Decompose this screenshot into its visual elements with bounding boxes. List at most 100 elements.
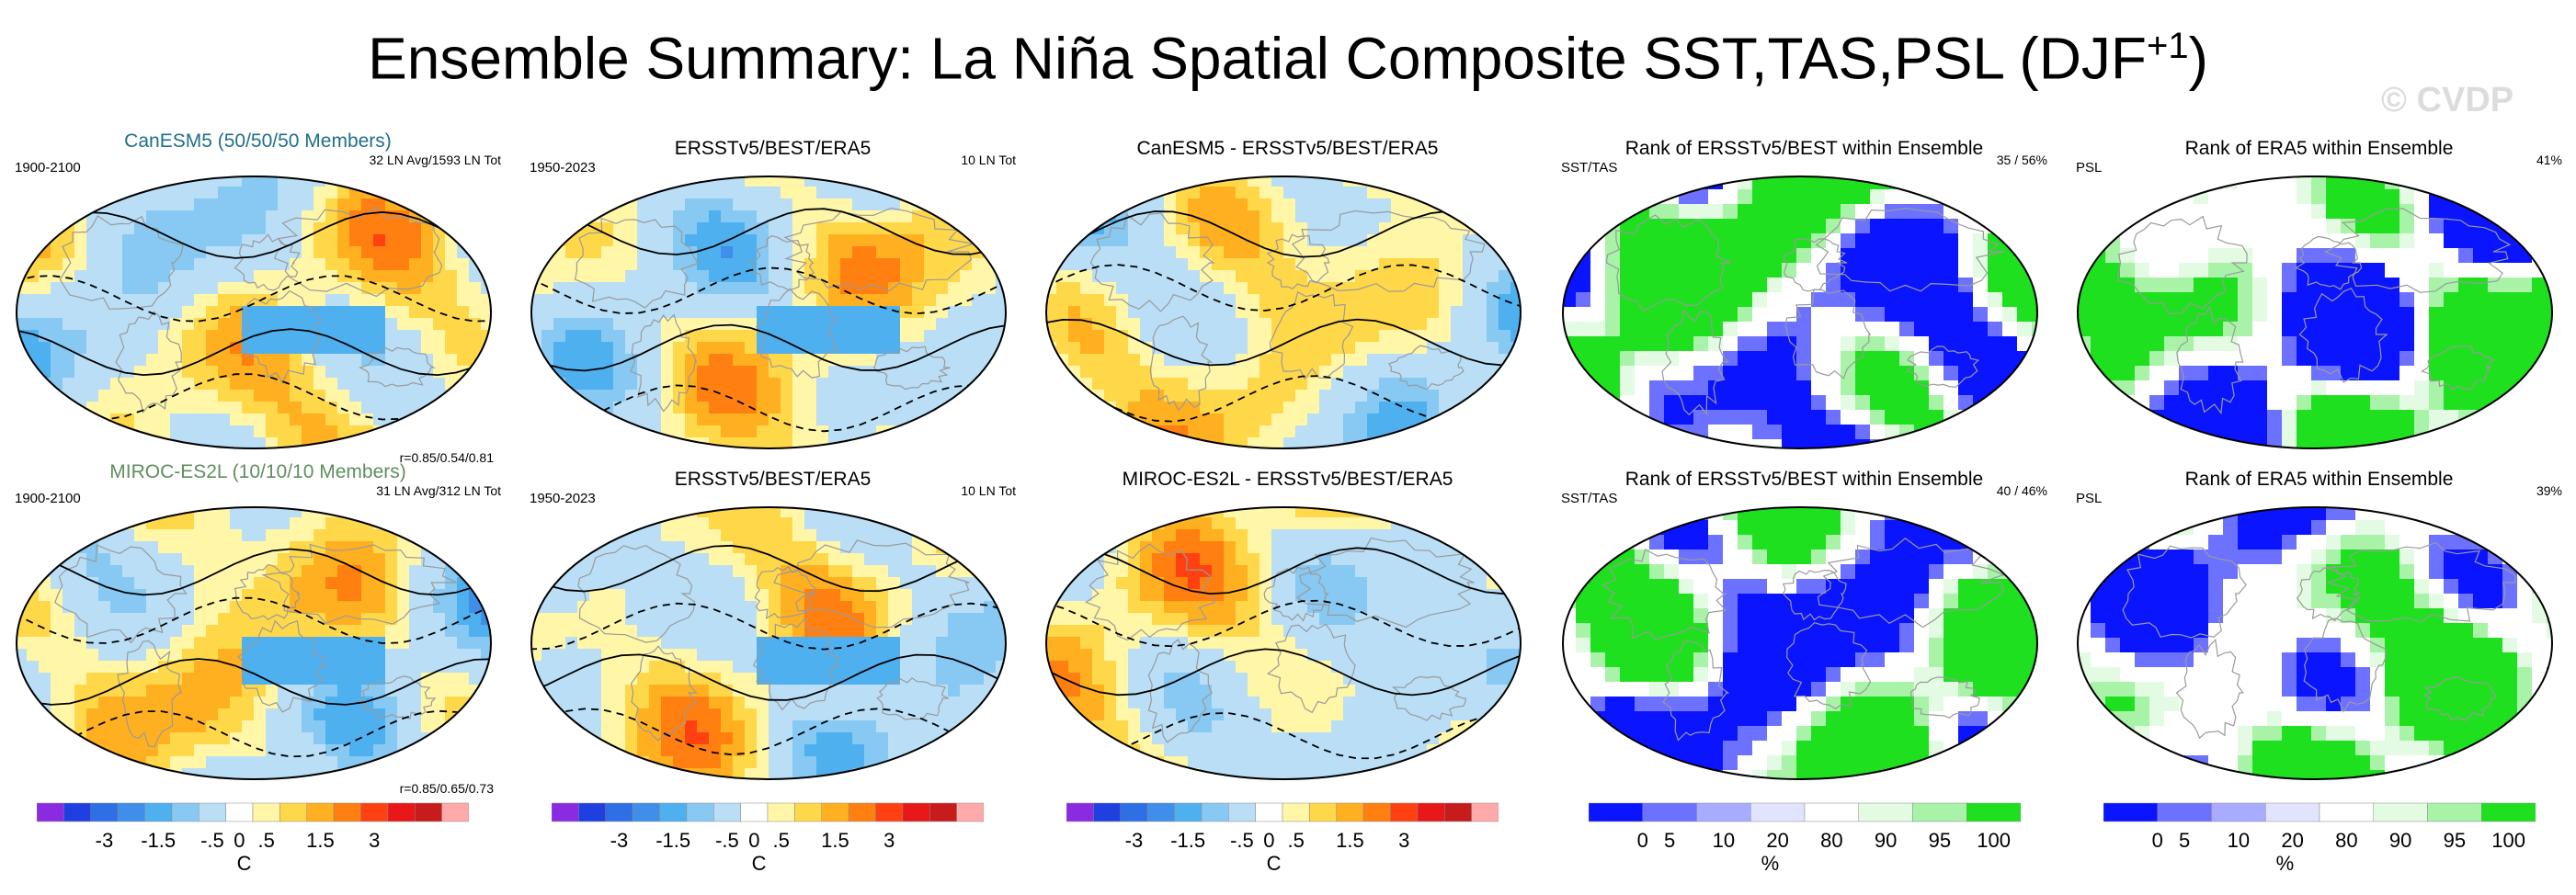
figure-title: Ensemble Summary: La Niña Spatial Compos… xyxy=(0,26,2576,91)
colorbar-tick: 80 xyxy=(1820,829,1843,852)
model-label: CanESM5 (50/50/50 Members) xyxy=(124,130,392,152)
colorbar: 0 5 10 20 80 90 95 100% xyxy=(1589,801,2021,875)
colorbar-swatch xyxy=(1362,802,1391,822)
colorbar-unit: C xyxy=(236,852,252,875)
count-label: 10 LN Tot xyxy=(961,153,1016,167)
colorbar-swatch xyxy=(415,802,442,822)
period-label: SST/TAS xyxy=(1561,491,1618,506)
map-outline xyxy=(2077,176,2553,449)
period-label: PSL xyxy=(2076,491,2103,506)
colorbar-swatch xyxy=(1912,802,1967,822)
colorbar-tick: 90 xyxy=(1874,829,1898,852)
map-outline xyxy=(1045,506,1522,780)
count-label: 39% xyxy=(2536,483,2562,498)
colorbar-tick: -3 xyxy=(610,829,629,852)
colorbar-tick: .5 xyxy=(772,829,790,852)
colorbar-swatches xyxy=(552,802,984,822)
colorbar: -3 -1.5 -.5 0 .5 1.5 3 C xyxy=(552,801,984,875)
colorbar-tick: .5 xyxy=(1287,829,1305,852)
coastlines xyxy=(54,543,458,748)
colorbar-swatch xyxy=(199,802,226,822)
period-label: 1950-2023 xyxy=(530,491,596,506)
map-outline xyxy=(16,176,492,449)
colorbar-swatch xyxy=(279,802,307,822)
cvdp-watermark: © CVDP xyxy=(2381,81,2514,119)
map-panel: Rank of ERSSTv5/BEST within Ensemble SST/… xyxy=(1554,138,2055,469)
psl-contours xyxy=(17,548,491,758)
period-label: SST/TAS xyxy=(1561,160,1618,176)
colorbar-tick: 20 xyxy=(2281,829,2304,852)
colorbar-swatch xyxy=(2481,802,2536,822)
coastlines xyxy=(1089,210,1486,412)
map-panel: MIROC-ES2L - ERSSTv5/BEST/ERA5 xyxy=(1037,469,1538,799)
panel-title: ERSSTv5/BEST/ERA5 xyxy=(674,138,872,159)
colorbar-tick: .5 xyxy=(257,829,275,852)
colorbar-swatch xyxy=(2319,802,2374,822)
coastlines xyxy=(2122,541,2516,740)
colorbar-swatch xyxy=(1589,802,1643,822)
map-outline xyxy=(1045,176,1522,449)
colorbar-swatch xyxy=(605,802,633,822)
colorbar-tick: 1.5 xyxy=(306,829,335,852)
colorbar-swatch xyxy=(1858,802,1913,822)
colorbar-swatch xyxy=(1642,802,1697,822)
global-map xyxy=(1562,506,2038,780)
colorbar-swatch xyxy=(171,802,199,822)
colorbar-swatches xyxy=(1589,802,2021,822)
global-map xyxy=(16,506,492,780)
colorbar: -3 -1.5 -.5 0 .5 1.5 3 C xyxy=(37,801,469,875)
colorbar-swatch xyxy=(552,802,579,822)
colorbar-swatch xyxy=(1804,802,1859,822)
colorbar-swatches xyxy=(1066,802,1499,822)
colorbar-swatch xyxy=(1696,802,1751,822)
count-label: 31 LN Avg/312 LN Tot xyxy=(376,483,501,498)
colorbar-swatch xyxy=(63,802,91,822)
colorbar-tick: 20 xyxy=(1766,829,1789,852)
coastlines xyxy=(1085,537,1475,743)
coastlines xyxy=(2117,208,2512,414)
colorbar-tick: -3 xyxy=(95,829,114,852)
colorbar-swatch xyxy=(2157,802,2212,822)
colorbar-tick: 5 xyxy=(1664,829,1676,852)
colorbar-swatch xyxy=(1120,802,1148,822)
colorbar-swatch xyxy=(659,802,688,822)
colorbar-swatch xyxy=(2265,802,2320,822)
colorbar-swatch xyxy=(1228,802,1256,822)
global-map xyxy=(2077,176,2553,449)
colorbar-swatch xyxy=(2427,802,2482,822)
colorbar-swatch xyxy=(252,802,280,822)
colorbar-swatch xyxy=(37,802,64,822)
psl-contours xyxy=(531,208,1006,433)
panel-title: ERSSTv5/BEST/ERA5 xyxy=(674,469,872,490)
colorbar-tick: 0 xyxy=(2151,829,2163,852)
colorbar: 0 5 10 20 80 90 95 100% xyxy=(2103,801,2536,875)
colorbar-swatch xyxy=(117,802,145,822)
count-label: 10 LN Tot xyxy=(961,483,1016,498)
colorbar-swatch xyxy=(1966,802,2021,822)
map-panel: ERSSTv5/BEST/ERA5 1950-2023 10 LN Tot xyxy=(522,138,1023,469)
colorbar-tick: 10 xyxy=(2227,829,2251,852)
panel-title: CanESM5 - ERSSTv5/BEST/ERA5 xyxy=(1136,138,1439,159)
panel-title: Rank of ERSSTv5/BEST within Ensemble xyxy=(1624,469,1984,490)
colorbar-tick: 0 xyxy=(1636,829,1648,852)
map-outline xyxy=(530,506,1007,780)
colorbar-swatch xyxy=(902,802,930,822)
colorbar-tick: 95 xyxy=(1928,829,1952,852)
colorbar-tick: 1.5 xyxy=(821,829,849,852)
colorbar-tick: 80 xyxy=(2335,829,2358,852)
map-outline xyxy=(1562,176,2038,449)
colorbar-swatch xyxy=(1471,802,1499,822)
panel-title: Rank of ERA5 within Ensemble xyxy=(2184,138,2454,159)
global-map xyxy=(2077,506,2553,780)
colorbar-swatch xyxy=(144,802,173,822)
correlation-label: r=0.85/0.54/0.81 xyxy=(399,450,494,465)
map-outline xyxy=(16,506,492,780)
period-label: 1900-2100 xyxy=(15,491,81,506)
colorbar-tick: 0 xyxy=(234,829,245,852)
colorbar-swatch xyxy=(1444,802,1472,822)
colorbar-swatch xyxy=(2103,802,2158,822)
period-label: 1900-2100 xyxy=(15,160,81,176)
map-panel: CanESM5 (50/50/50 Members) 1900-2100 32 LN… xyxy=(7,130,508,469)
colorbar-swatch xyxy=(441,802,469,822)
map-panel: Rank of ERA5 within Ensemble PSL 41% xyxy=(2069,138,2570,469)
